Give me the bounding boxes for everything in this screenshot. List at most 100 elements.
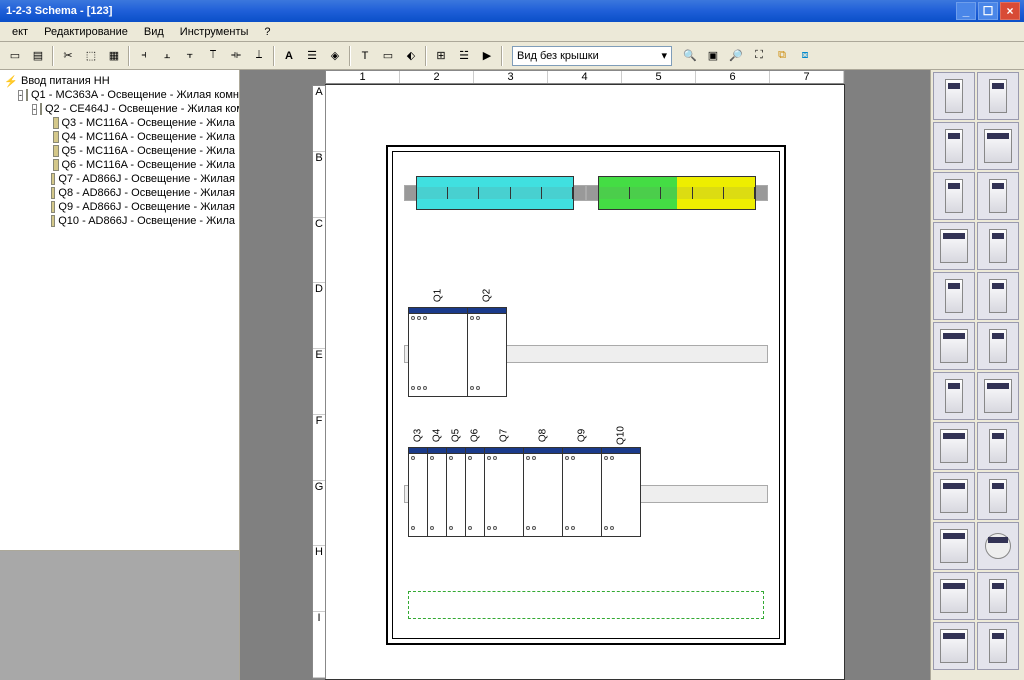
tool-align-b[interactable]: ⟘	[248, 45, 270, 67]
tree-item-q5[interactable]: Q5 - MC116A - Освещение - Жила	[4, 144, 235, 158]
node-icon	[51, 215, 55, 227]
tree-item-q10[interactable]: Q10 - AD866J - Освещение - Жила	[4, 214, 235, 228]
palette-item-9[interactable]	[977, 272, 1019, 320]
palette-item-18[interactable]	[933, 522, 975, 570]
tree-item-q8[interactable]: Q8 - AD866J - Освещение - Жилая	[4, 186, 235, 200]
tool-align-l[interactable]: ⫞	[133, 45, 155, 67]
menu-edit[interactable]: Редактирование	[36, 24, 136, 40]
drawing-page[interactable]: ABCDEFGHI Q1Q2 Q3Q4Q5Q6Q7Q8Q9Q10	[325, 84, 845, 680]
tree-item-q9[interactable]: Q9 - AD866J - Освещение - Жилая	[4, 200, 235, 214]
tool-run[interactable]: ▶	[476, 45, 498, 67]
title-text: 1-2-3 Schema - [123]	[6, 5, 112, 17]
tool-tag[interactable]: ⬖	[400, 45, 422, 67]
device-q9[interactable]: Q9	[562, 447, 602, 537]
palette-item-7[interactable]	[977, 222, 1019, 270]
device-q4[interactable]: Q4	[427, 447, 447, 537]
ruler-vertical: ABCDEFGHI	[312, 85, 326, 679]
tool-zoom-fit[interactable]: ⛶	[748, 45, 770, 67]
tree-item-q4[interactable]: Q4 - MC116A - Освещение - Жила	[4, 130, 235, 144]
tree-item-q3[interactable]: Q3 - MC116A - Освещение - Жила	[4, 116, 235, 130]
tree-root[interactable]: ⚡ Ввод питания НН	[4, 74, 235, 88]
palette-item-6[interactable]	[933, 222, 975, 270]
node-icon	[40, 103, 42, 115]
palette-item-15[interactable]	[977, 422, 1019, 470]
tree-item-q6[interactable]: Q6 - MC116A - Освещение - Жила	[4, 158, 235, 172]
device-q3[interactable]: Q3	[408, 447, 428, 537]
palette-item-22[interactable]	[933, 622, 975, 670]
tool-text[interactable]: A	[278, 45, 300, 67]
tool-props[interactable]: ☰	[301, 45, 323, 67]
tool-cut[interactable]: ✂	[57, 45, 79, 67]
tool-grid[interactable]: ⊞	[430, 45, 452, 67]
tool-schema[interactable]: ⧈	[794, 45, 816, 67]
node-icon	[51, 173, 55, 185]
bolt-icon: ⚡	[4, 75, 18, 87]
palette-item-3[interactable]	[977, 122, 1019, 170]
palette-item-19[interactable]	[977, 522, 1019, 570]
tool-zoom-in[interactable]: 🔍	[679, 45, 701, 67]
device-q5[interactable]: Q5	[446, 447, 466, 537]
view-mode-dropdown[interactable]: Вид без крышки ▾	[512, 46, 672, 66]
tree-item-q2[interactable]: -Q2 - CE464J - Освещение - Жилая ком	[4, 102, 235, 116]
neutral-busbar[interactable]	[408, 171, 582, 215]
device-q8[interactable]: Q8	[523, 447, 563, 537]
enclosure-frame[interactable]: Q1Q2 Q3Q4Q5Q6Q7Q8Q9Q10	[386, 145, 786, 645]
tree-view[interactable]: ⚡ Ввод питания НН -Q1 - MC363A - Освещен…	[0, 70, 239, 550]
tree-item-q7[interactable]: Q7 - AD866J - Освещение - Жилая	[4, 172, 235, 186]
menu-project[interactable]: ект	[4, 24, 36, 40]
palette-item-11[interactable]	[977, 322, 1019, 370]
palette-item-21[interactable]	[977, 572, 1019, 620]
tool-label[interactable]: T	[354, 45, 376, 67]
node-icon	[53, 131, 59, 143]
menu-view[interactable]: Вид	[136, 24, 172, 40]
menu-tools[interactable]: Инструменты	[172, 24, 257, 40]
device-q1[interactable]: Q1	[408, 307, 468, 397]
palette-item-5[interactable]	[977, 172, 1019, 220]
din-rail-1[interactable]: Q1Q2	[408, 307, 764, 397]
palette-item-2[interactable]	[933, 122, 975, 170]
palette-item-8[interactable]	[933, 272, 975, 320]
tool-align-r[interactable]: ⫟	[179, 45, 201, 67]
tool-layer[interactable]: ☱	[453, 45, 475, 67]
palette-item-16[interactable]	[933, 472, 975, 520]
node-icon	[26, 89, 28, 101]
tool-open[interactable]: ▤	[27, 45, 49, 67]
earth-busbar[interactable]	[590, 171, 764, 215]
palette-item-14[interactable]	[933, 422, 975, 470]
node-icon	[51, 201, 55, 213]
tool-align-t[interactable]: ⟙	[202, 45, 224, 67]
palette-item-12[interactable]	[933, 372, 975, 420]
device-q2[interactable]: Q2	[467, 307, 507, 397]
spare-slot[interactable]	[408, 591, 764, 619]
tool-zoom-out[interactable]: 🔎	[725, 45, 747, 67]
tool-hierarchy[interactable]: ⧉	[771, 45, 793, 67]
tool-paste[interactable]: ▦	[103, 45, 125, 67]
close-button[interactable]: ×	[1000, 2, 1020, 20]
device-q10[interactable]: Q10	[601, 447, 641, 537]
palette-item-20[interactable]	[933, 572, 975, 620]
tool-copy[interactable]: ⬚	[80, 45, 102, 67]
tool-align-m[interactable]: ⟛	[225, 45, 247, 67]
palette-item-10[interactable]	[933, 322, 975, 370]
minimize-button[interactable]: _	[956, 2, 976, 20]
device-q6[interactable]: Q6	[465, 447, 485, 537]
palette-item-23[interactable]	[977, 622, 1019, 670]
tool-new[interactable]: ▭	[4, 45, 26, 67]
device-q7[interactable]: Q7	[484, 447, 524, 537]
ruler-horizontal: 1234567	[325, 70, 845, 84]
palette-item-1[interactable]	[977, 72, 1019, 120]
view-mode-value: Вид без крышки	[517, 50, 599, 62]
palette-item-13[interactable]	[977, 372, 1019, 420]
tool-zoom-page[interactable]: ▣	[702, 45, 724, 67]
palette-item-0[interactable]	[933, 72, 975, 120]
maximize-button[interactable]: ☐	[978, 2, 998, 20]
tool-rect[interactable]: ▭	[377, 45, 399, 67]
palette-item-17[interactable]	[977, 472, 1019, 520]
tree-item-q1[interactable]: -Q1 - MC363A - Освещение - Жилая комна	[4, 88, 235, 102]
canvas-area[interactable]: 1234567 ABCDEFGHI Q1Q2	[240, 70, 930, 680]
din-rail-2[interactable]: Q3Q4Q5Q6Q7Q8Q9Q10	[408, 447, 764, 537]
tool-align-c[interactable]: ⫠	[156, 45, 178, 67]
palette-item-4[interactable]	[933, 172, 975, 220]
menu-help[interactable]: ?	[256, 24, 278, 40]
tool-3d[interactable]: ◈	[324, 45, 346, 67]
